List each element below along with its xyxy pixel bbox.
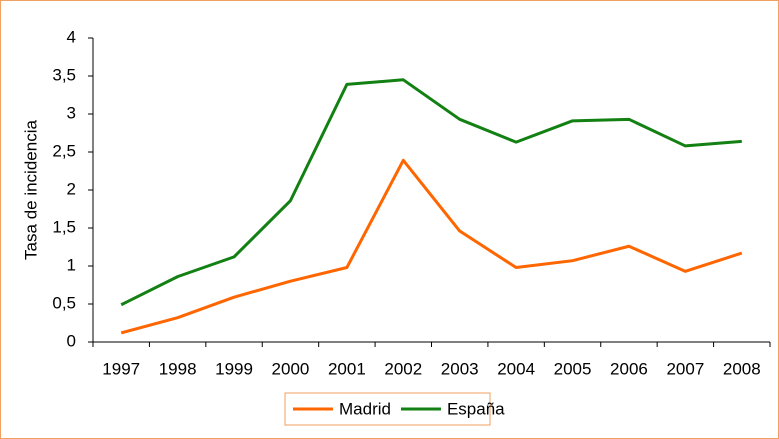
x-tick-label: 2002 <box>384 359 422 378</box>
x-tick-label: 2007 <box>666 359 704 378</box>
x-tick-label: 1997 <box>102 359 140 378</box>
series-line <box>120 78 742 307</box>
y-tick-label: 3 <box>67 103 76 122</box>
x-tick-label: 2001 <box>328 359 366 378</box>
x-tick-label: 2006 <box>610 359 648 378</box>
x-tick-label: 1998 <box>159 359 197 378</box>
y-tick-label: 2,5 <box>52 141 76 160</box>
y-tick-label: 1,5 <box>52 217 76 236</box>
legend-label: España <box>447 399 505 418</box>
series-line <box>120 158 743 335</box>
y-tick-label: 0 <box>67 331 76 350</box>
legend-label: Madrid <box>339 399 391 418</box>
x-tick-label: 2000 <box>272 359 310 378</box>
x-tick-label: 2003 <box>441 359 479 378</box>
x-tick-label: 2008 <box>723 359 761 378</box>
y-tick-label: 3,5 <box>52 65 76 84</box>
x-tick-label: 1999 <box>215 359 253 378</box>
y-tick-label: 1 <box>67 255 76 274</box>
x-tick-label: 2005 <box>554 359 592 378</box>
x-tick-label: 2004 <box>497 359 535 378</box>
y-axis-label: Tasa de incidencia <box>21 120 40 260</box>
y-tick-label: 0,5 <box>52 293 76 312</box>
y-tick-label: 4 <box>67 27 76 46</box>
y-tick-label: 2 <box>67 179 76 198</box>
